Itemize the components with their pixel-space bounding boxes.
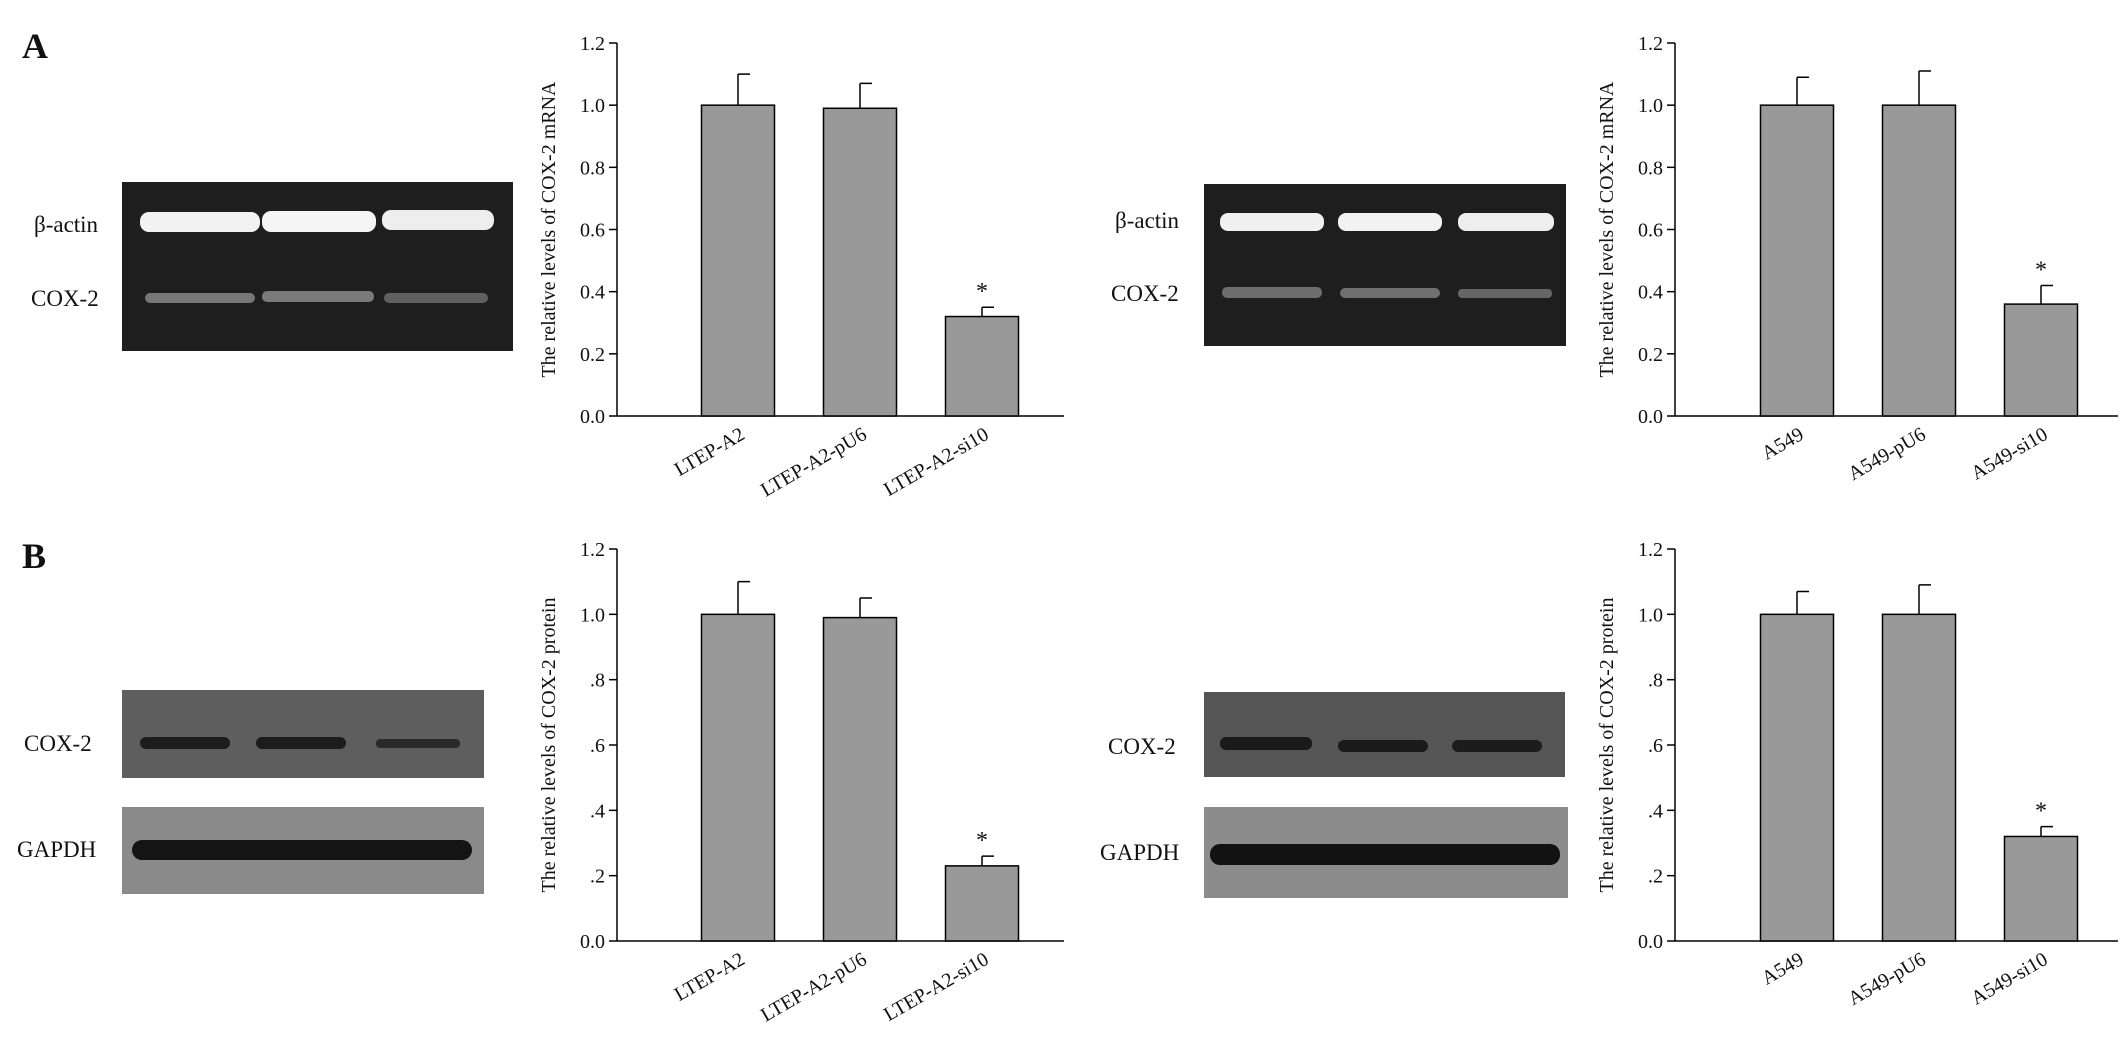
error-bar	[859, 597, 872, 618]
bar	[822, 616, 898, 942]
y-tick-label: .6	[1648, 735, 1663, 757]
y-tick-label: .8	[1648, 670, 1663, 692]
error-bar	[1796, 76, 1809, 106]
bar	[700, 613, 776, 942]
y-tick-label: 1.0	[580, 604, 605, 626]
error-bar	[859, 82, 872, 109]
y-tick-label: 1.0	[580, 95, 605, 117]
gel-image	[1204, 692, 1568, 898]
y-tick-label: 0.8	[580, 157, 605, 179]
x-tick-label: LTEP-A2-si10	[880, 948, 992, 1026]
significance-label: *	[2035, 799, 2047, 825]
bar	[700, 104, 776, 417]
significance-label: *	[976, 279, 988, 305]
error-bar	[737, 73, 750, 106]
y-tick-label: .2	[590, 866, 605, 888]
x-tick-label: LTEP-A2	[671, 423, 749, 481]
gel-image	[1204, 184, 1566, 346]
error-bar	[981, 306, 994, 317]
panel-label: A	[22, 26, 48, 66]
y-tick-label: .4	[1648, 800, 1663, 822]
error-bar	[737, 580, 750, 615]
x-tick-label: LTEP-A2-si10	[880, 423, 992, 501]
y-tick-label: 1.2	[1638, 33, 1663, 55]
error-bar	[1918, 584, 1931, 615]
y-tick-label: 0.8	[1638, 157, 1663, 179]
y-tick-label: 0.6	[1638, 220, 1663, 242]
y-tick-label: 0.2	[1638, 344, 1663, 366]
gel-label: β-actin	[34, 212, 99, 237]
gel-image	[122, 182, 513, 351]
y-tick-label: 1.0	[1638, 95, 1663, 117]
y-tick-label: 0.0	[1638, 931, 1663, 953]
y-axis-label: The relative levels of COX-2 protein	[538, 598, 560, 893]
y-tick-label: 0.0	[1638, 406, 1663, 428]
bar	[1881, 104, 1957, 417]
bar	[1881, 613, 1957, 942]
y-axis-label: The relative levels of COX-2 mRNA	[1596, 81, 1618, 378]
bar	[1759, 104, 1835, 417]
y-tick-label: .4	[590, 800, 605, 822]
gel-label: COX-2	[24, 731, 92, 756]
gel-label: GAPDH	[1100, 840, 1179, 865]
gel-label: COX-2	[1108, 734, 1176, 759]
y-tick-label: 0.4	[1638, 282, 1663, 304]
bar	[944, 865, 1020, 942]
y-tick-label: 0.0	[580, 931, 605, 953]
y-tick-label: 0.6	[580, 220, 605, 242]
y-tick-label: 1.2	[580, 539, 605, 561]
x-tick-label: A549	[1758, 423, 1807, 464]
y-axis-label: The relative levels of COX-2 protein	[1596, 598, 1618, 893]
x-tick-label: A549-si10	[1967, 948, 2051, 1009]
y-tick-label: 0.0	[580, 406, 605, 428]
y-axis-label: The relative levels of COX-2 mRNA	[538, 81, 560, 378]
bar	[1759, 613, 1835, 942]
y-tick-label: 0.2	[580, 344, 605, 366]
x-tick-label: A549-si10	[1967, 423, 2051, 484]
significance-label: *	[976, 828, 988, 854]
error-bar	[981, 855, 994, 866]
error-bar	[2040, 825, 2053, 837]
x-tick-label: A549-pU6	[1844, 423, 1929, 485]
y-tick-label: .8	[590, 670, 605, 692]
x-tick-label: LTEP-A2-pU6	[757, 423, 870, 501]
bar	[822, 107, 898, 417]
gel-label: COX-2	[31, 286, 99, 311]
gel-label: GAPDH	[17, 837, 96, 862]
error-bar	[1918, 70, 1931, 106]
y-tick-label: 0.4	[580, 282, 605, 304]
bar	[2003, 303, 2079, 417]
y-tick-label: 1.2	[580, 33, 605, 55]
x-tick-label: LTEP-A2-pU6	[757, 948, 870, 1026]
y-tick-label: 1.0	[1638, 604, 1663, 626]
y-tick-label: .2	[1648, 866, 1663, 888]
gel-image	[122, 690, 484, 894]
gel-label: COX-2	[1111, 281, 1179, 306]
x-tick-label: LTEP-A2	[671, 948, 749, 1006]
x-tick-label: A549-pU6	[1844, 948, 1929, 1010]
error-bar	[1796, 590, 1809, 615]
bar	[2003, 835, 2079, 942]
significance-label: *	[2035, 257, 2047, 283]
gel-label: β-actin	[1115, 208, 1180, 233]
x-tick-label: A549	[1758, 948, 1807, 989]
error-bar	[2040, 284, 2053, 305]
y-tick-label: .6	[590, 735, 605, 757]
bar	[944, 315, 1020, 417]
panel-label: B	[22, 536, 46, 576]
y-tick-label: 1.2	[1638, 539, 1663, 561]
